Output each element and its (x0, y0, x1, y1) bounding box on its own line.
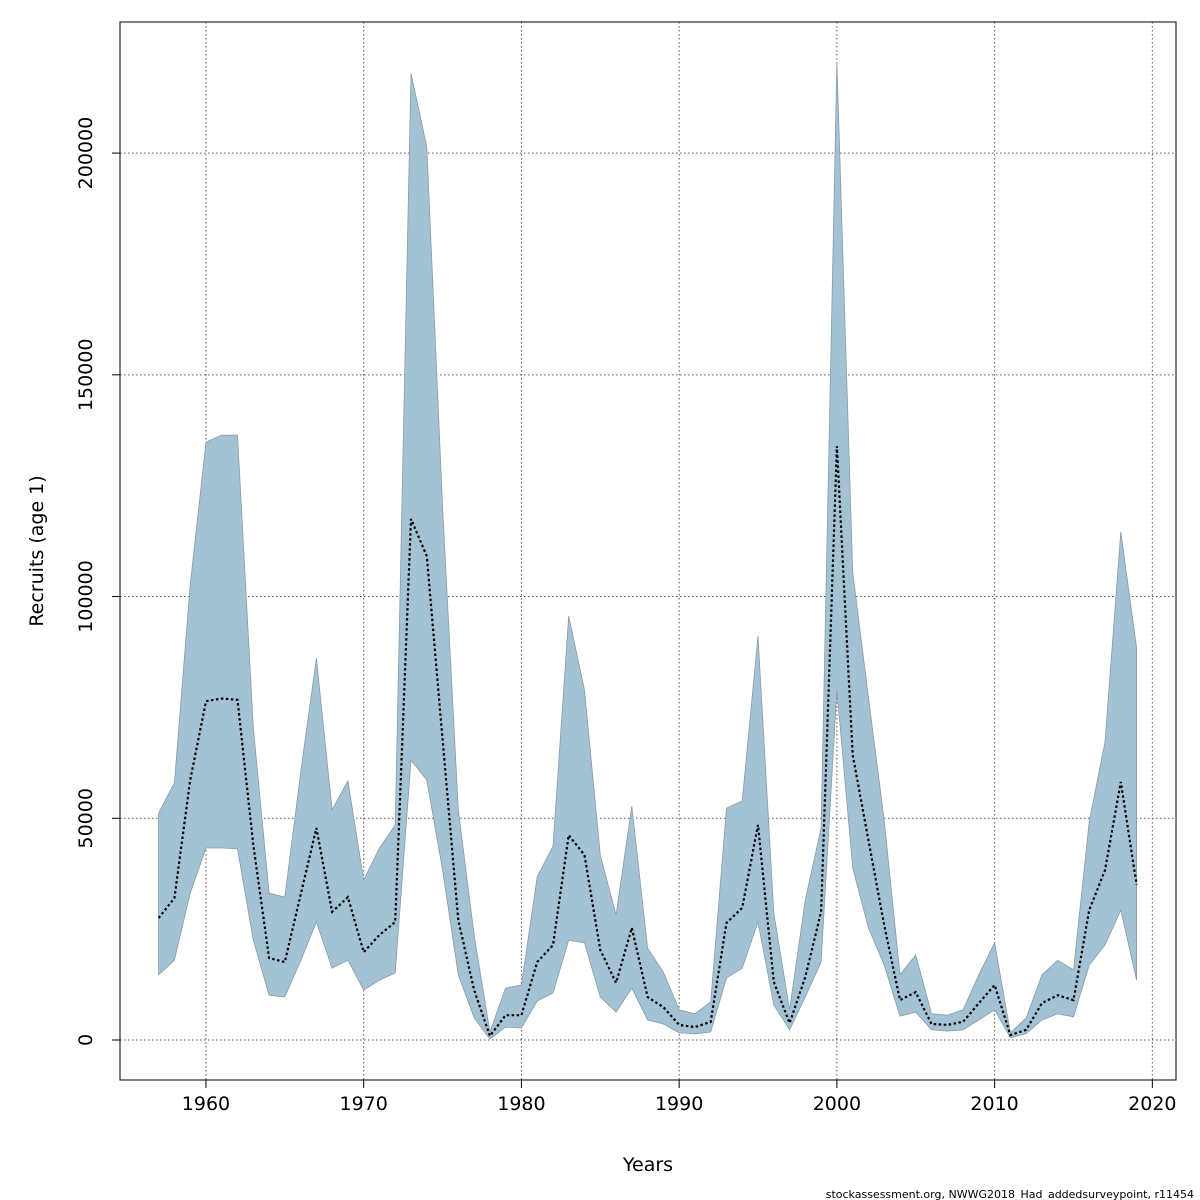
y-tick-label: 150000 (75, 339, 97, 412)
y-tick-label: 100000 (75, 560, 97, 633)
x-tick-label: 1960 (182, 1093, 230, 1115)
x-tick-label: 2000 (813, 1093, 861, 1115)
axis-ticks: 1960 1970 1980 1990 2000 2010 2020 0 50000 100000… (75, 117, 1177, 1115)
x-tick-label: 1970 (340, 1093, 388, 1115)
y-tick-label: 200000 (75, 117, 97, 190)
x-tick-label: 1990 (655, 1093, 703, 1115)
confidence-band (158, 62, 1137, 1040)
y-tick-label: 50000 (75, 788, 97, 848)
y-axis-label: Recruits (age 1) (26, 475, 48, 626)
estimate-line (157, 446, 1138, 1039)
footer-credit: stockassessment.org, NWWG2018_Had_addeds… (826, 1188, 1194, 1200)
plot-frame (119, 21, 1177, 1081)
x-tick-label: 2020 (1128, 1093, 1176, 1115)
x-axis-label: Years (622, 1154, 673, 1176)
x-tick-label: 2010 (970, 1093, 1018, 1115)
x-tick-label: 1980 (497, 1093, 545, 1115)
y-tick-label: 0 (75, 1034, 97, 1046)
